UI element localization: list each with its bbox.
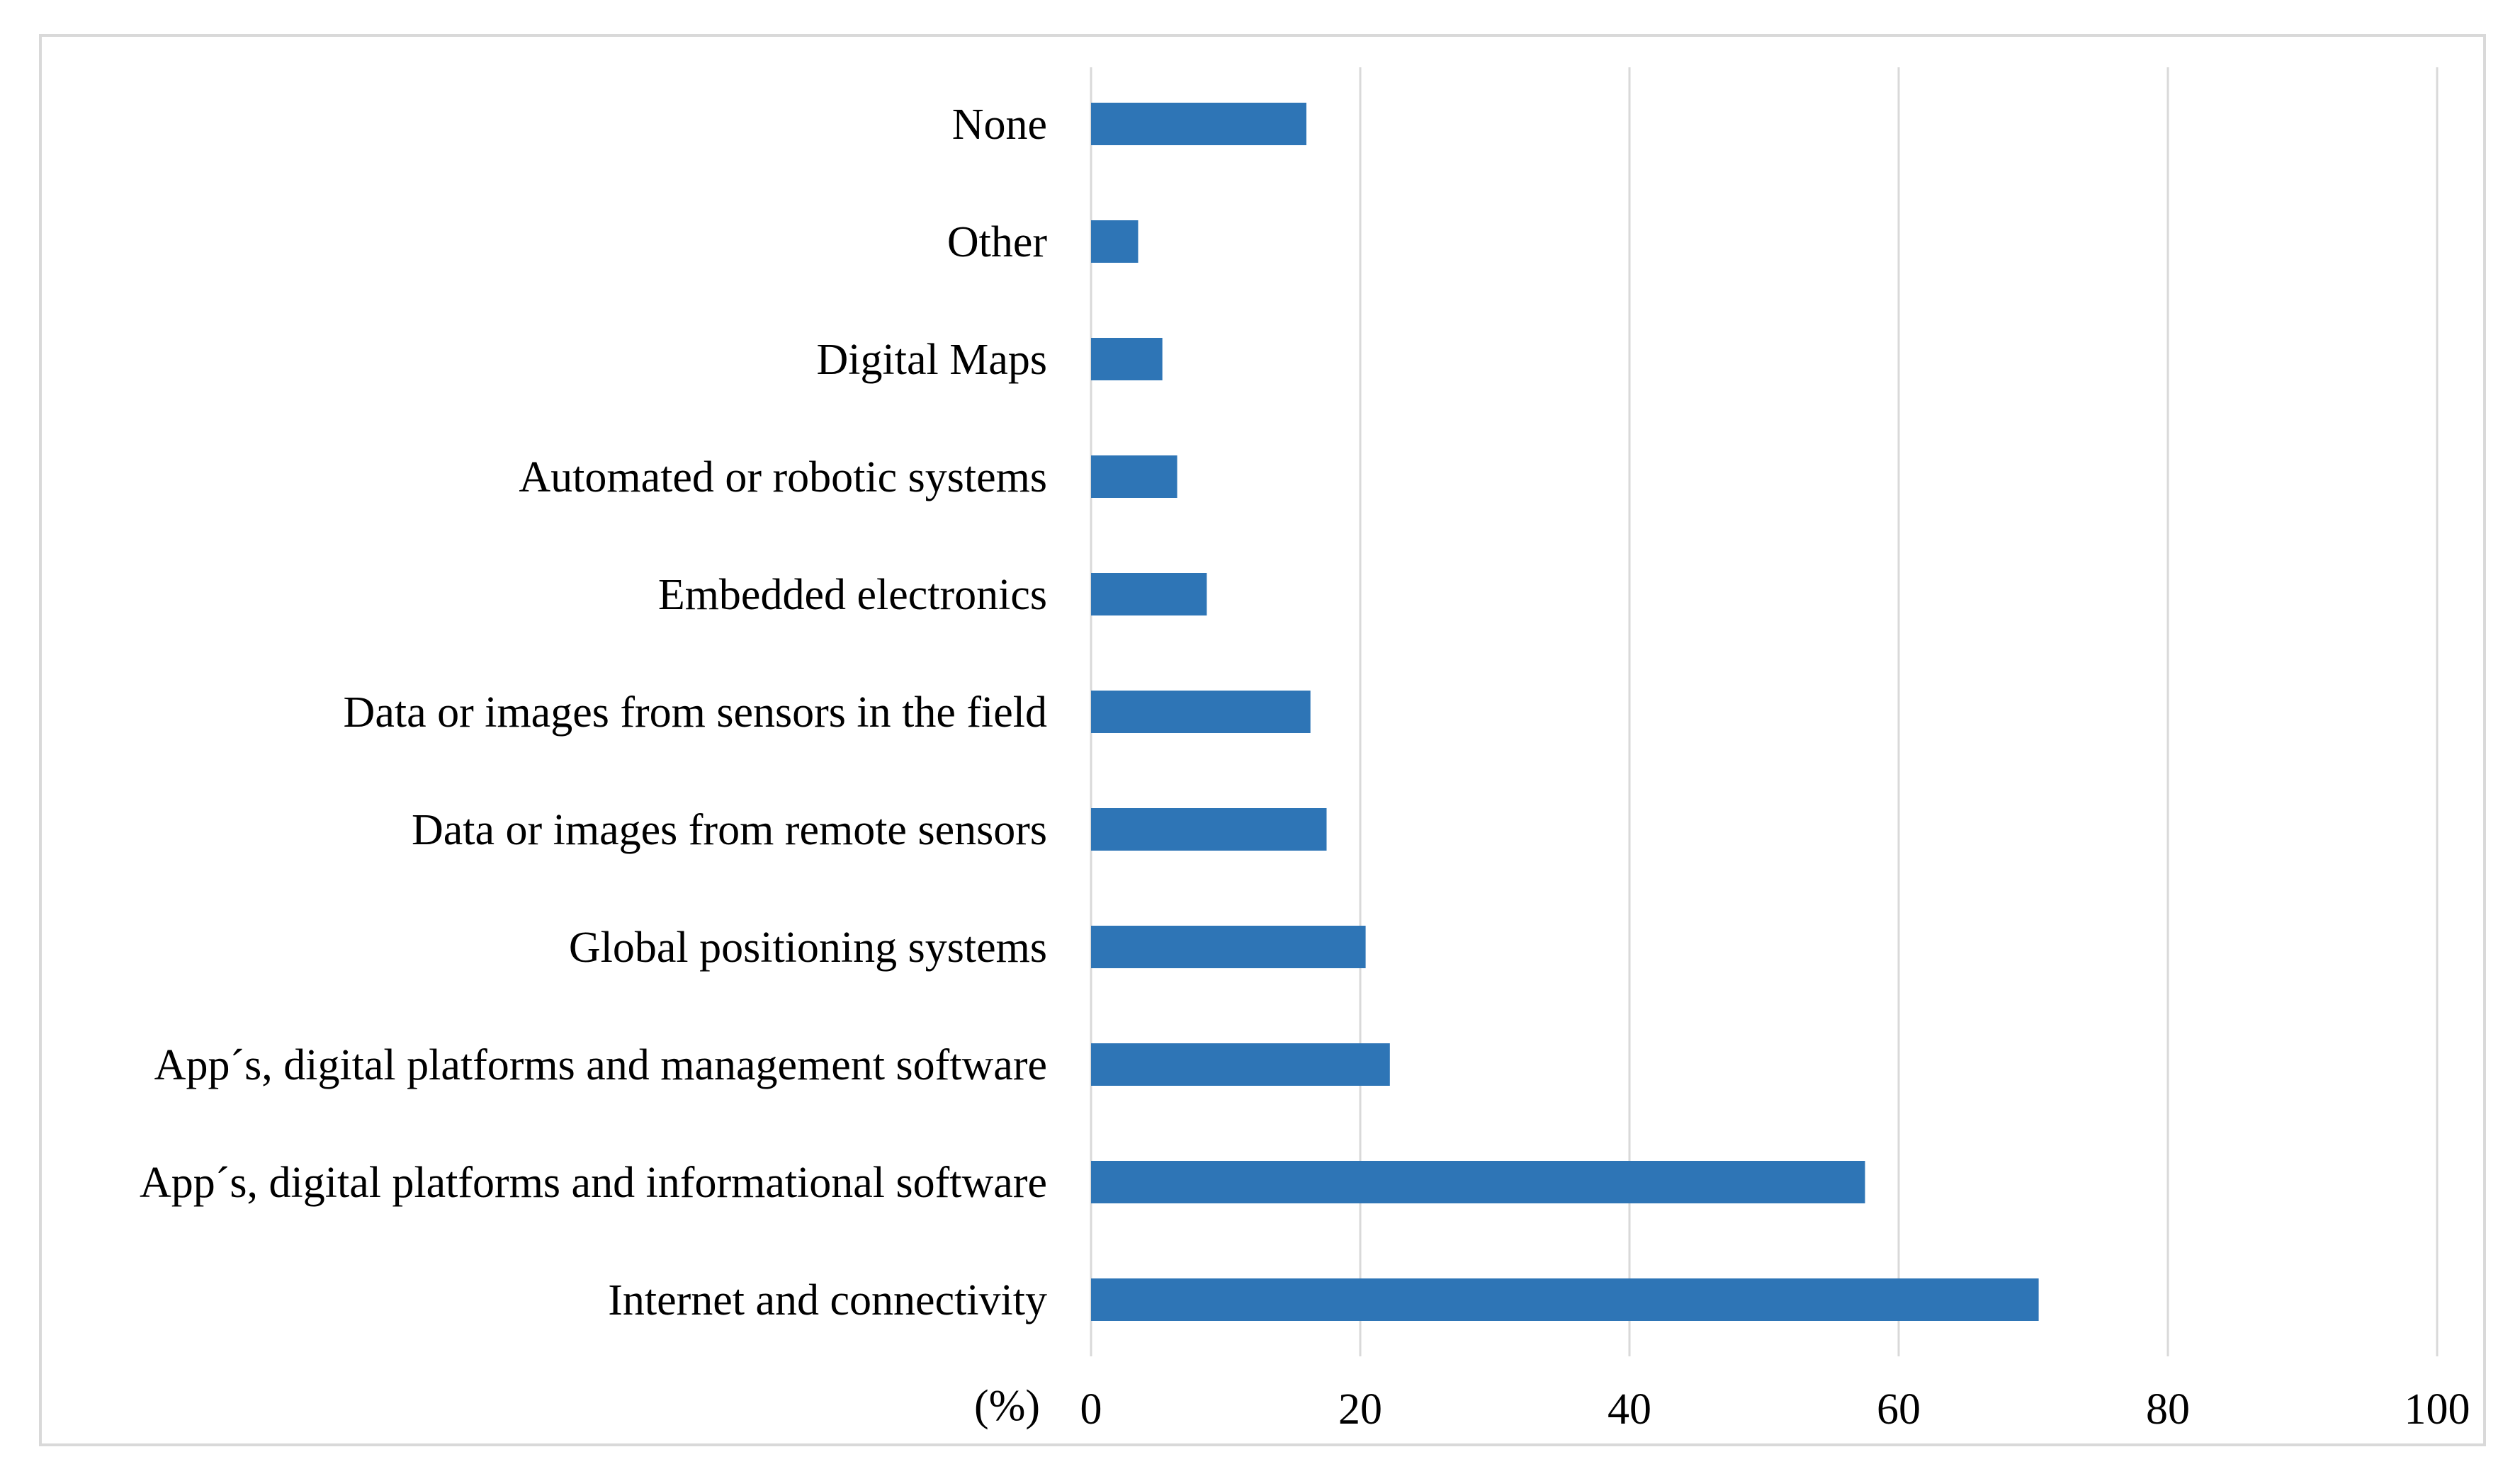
category-labels: None Other Digital Maps Automated or roboti… (140, 101, 1047, 1324)
bar (1091, 926, 1366, 968)
x-axis-unit-label: (%) (974, 1382, 1040, 1430)
category-label: Data or images from sensors in the field (344, 688, 1047, 737)
category-label: Other (947, 218, 1048, 266)
bar (1091, 808, 1327, 851)
x-axis-ticks: 0 20 40 60 80 100 (1080, 1385, 2470, 1434)
category-label: Data or images from remote sensors (412, 806, 1047, 854)
bars (1091, 103, 2039, 1321)
x-tick-label: 60 (1877, 1385, 1921, 1434)
category-label: Embedded electronics (658, 571, 1047, 619)
category-label: None (952, 101, 1047, 149)
category-label: Global positioning systems (569, 924, 1047, 972)
bar (1091, 691, 1311, 733)
bar (1091, 1161, 1865, 1203)
bar (1091, 220, 1138, 263)
gridlines (1090, 67, 2439, 1356)
category-label: Internet and connectivity (608, 1276, 1047, 1324)
bar (1091, 1043, 1390, 1086)
x-tick-label: 0 (1080, 1385, 1102, 1434)
bar (1091, 338, 1163, 380)
x-tick-label: 20 (1338, 1385, 1382, 1434)
bar (1091, 103, 1306, 145)
bar (1091, 573, 1207, 615)
category-label: Automated or robotic systems (519, 453, 1047, 501)
chart-border (39, 34, 2486, 1446)
category-label: App´s, digital platforms and information… (140, 1159, 1047, 1207)
x-tick-label: 80 (2146, 1385, 2190, 1434)
x-tick-label: 100 (2405, 1385, 2470, 1434)
x-tick-label: 40 (1608, 1385, 1651, 1434)
category-label: Digital Maps (817, 336, 1047, 384)
bar (1091, 1278, 2039, 1321)
bar (1091, 455, 1177, 498)
category-label: App´s, digital platforms and management … (154, 1041, 1047, 1089)
